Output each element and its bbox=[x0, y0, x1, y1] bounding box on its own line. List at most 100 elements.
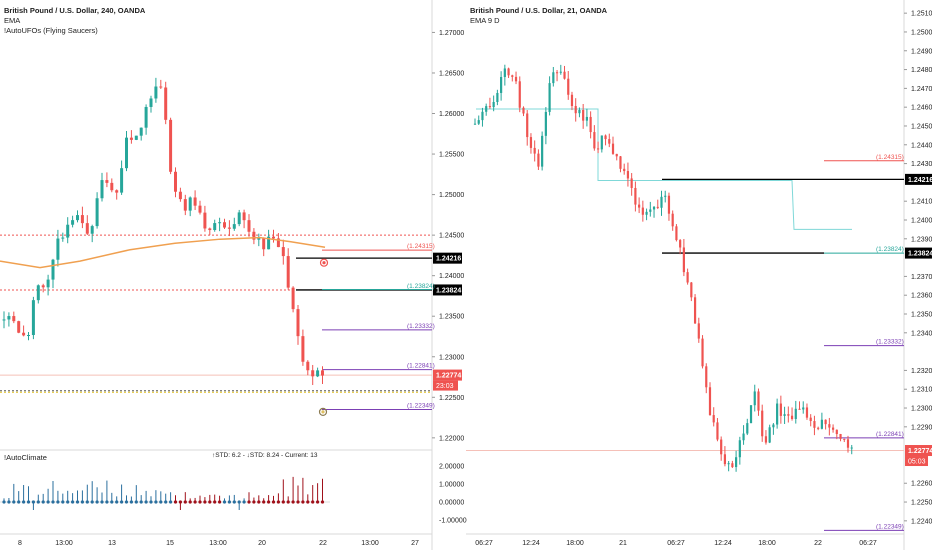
left-candle-body bbox=[12, 316, 16, 322]
climate-tick-label: 2.00000 bbox=[439, 464, 464, 471]
climate-dot bbox=[271, 500, 276, 504]
left-candle-body bbox=[193, 197, 197, 206]
climate-dot bbox=[291, 500, 295, 504]
left-candle-body bbox=[252, 231, 256, 240]
right-candle-body bbox=[798, 408, 801, 410]
right-candle-body bbox=[619, 156, 622, 169]
price-tick-label: 1.24000 bbox=[439, 273, 464, 280]
right-candle-body bbox=[485, 106, 488, 112]
climate-histogram bbox=[0, 476, 330, 510]
right-candle-body bbox=[541, 135, 544, 167]
right-candle-body bbox=[660, 196, 663, 208]
right-candle-body bbox=[757, 391, 760, 411]
climate-dot bbox=[311, 500, 315, 504]
right-candle-body bbox=[630, 178, 633, 188]
level-label: (1.23332) bbox=[876, 339, 904, 346]
climate-dot bbox=[286, 500, 290, 504]
left-chart-panel[interactable]: 1.27000 1.26500 1.26000 1.25500 1.25000 1.245… bbox=[0, 0, 467, 550]
level-label: (1.23824) bbox=[876, 246, 904, 253]
right-candle-body bbox=[559, 71, 562, 73]
climate-dot bbox=[115, 500, 119, 504]
right-candle-body bbox=[690, 282, 693, 298]
left-candle-body bbox=[242, 212, 246, 221]
right-candle-body bbox=[507, 68, 510, 76]
time-tick-label: 18:00 bbox=[566, 540, 584, 547]
left-candle-body bbox=[164, 87, 168, 120]
left-candle-body bbox=[2, 319, 6, 321]
left-candle-body bbox=[178, 191, 182, 200]
right-candle-body bbox=[488, 106, 492, 108]
right-candle-body bbox=[723, 454, 727, 465]
price-badge-label: 1.22774 bbox=[908, 448, 932, 455]
climate-dot bbox=[56, 500, 60, 504]
climate-dot bbox=[144, 500, 148, 504]
climate-dot bbox=[193, 500, 197, 504]
left-candle-body bbox=[134, 135, 138, 140]
climate-dot bbox=[203, 500, 207, 504]
time-tick-label: 13:00 bbox=[361, 540, 379, 547]
climate-dot bbox=[22, 500, 26, 504]
price-badge bbox=[433, 369, 462, 381]
time-tick-label: 06:27 bbox=[475, 540, 493, 547]
left-candle-body bbox=[276, 238, 280, 248]
climate-dot bbox=[2, 500, 6, 504]
climate-dot bbox=[124, 500, 129, 504]
left-candle-body bbox=[262, 237, 266, 250]
price-tick-label: 1.24000 bbox=[911, 217, 932, 224]
right-candle-body bbox=[626, 171, 630, 179]
climate-dot bbox=[232, 500, 236, 504]
left-candle-body bbox=[223, 222, 226, 228]
price-tick-label: 1.24400 bbox=[911, 142, 932, 149]
left-ema-line bbox=[0, 236, 326, 269]
right-candle-body bbox=[839, 434, 842, 439]
right-candle-body bbox=[477, 120, 480, 124]
left-candle-body bbox=[174, 171, 177, 192]
price-badge-label: 1.24216 bbox=[908, 177, 932, 184]
right-candle-body bbox=[563, 71, 566, 79]
right-price-axis[interactable]: 1.25100 1.25000 1.24900 1.24800 1.24700 1.246… bbox=[904, 11, 932, 526]
right-level-lines bbox=[466, 160, 904, 531]
climate-axis: 2.00000 1.00000 0.00000 -1.00000 bbox=[439, 464, 467, 525]
left-candle-body bbox=[311, 370, 315, 377]
right-time-axis[interactable]: 06:27 12:24 18:00 21 06:27 12:24 18:00 22 06:27 bbox=[475, 540, 877, 547]
right-candle-body bbox=[537, 153, 540, 167]
right-candle-body bbox=[570, 94, 574, 107]
climate-panel-title[interactable]: !AutoClimate bbox=[4, 453, 47, 462]
right-candle-body bbox=[555, 72, 559, 74]
right-candle-body bbox=[582, 110, 585, 121]
countdown-label: 05:03 bbox=[908, 459, 926, 466]
left-indicator-ufos[interactable]: !AutoUFOs (Flying Saucers) bbox=[4, 26, 98, 35]
right-candle-body bbox=[846, 439, 850, 448]
climate-dot bbox=[71, 500, 75, 504]
left-candle-body bbox=[267, 236, 271, 250]
right-indicator-ema9d[interactable]: EMA 9 D bbox=[470, 16, 500, 25]
ufo-sell-marker bbox=[319, 258, 329, 267]
left-candle-body bbox=[301, 336, 305, 362]
climate-dot bbox=[100, 500, 104, 504]
right-candle-body bbox=[667, 195, 671, 214]
price-tick-label: 1.25500 bbox=[439, 152, 464, 159]
left-indicator-ema[interactable]: EMA bbox=[4, 16, 20, 25]
price-tick-label: 1.27000 bbox=[439, 30, 464, 37]
left-candle-body bbox=[27, 335, 30, 337]
climate-dot bbox=[301, 500, 305, 504]
right-candle-body bbox=[824, 419, 827, 425]
right-candle-body bbox=[779, 403, 782, 416]
right-candle-body bbox=[768, 427, 771, 443]
climate-dot bbox=[120, 500, 124, 504]
time-tick-label: 13:00 bbox=[55, 540, 73, 547]
left-time-axis[interactable]: 8 13:00 13 15 13:00 20 22 13:00 27 bbox=[18, 540, 419, 547]
right-candle-body bbox=[813, 421, 816, 428]
climate-dot bbox=[75, 500, 80, 504]
price-tick-label: 1.23200 bbox=[911, 368, 932, 375]
price-tick-label: 1.24300 bbox=[911, 161, 932, 168]
left-candle-body bbox=[198, 205, 202, 213]
time-tick-label: 13:00 bbox=[209, 540, 227, 547]
left-price-axis[interactable]: 1.27000 1.26500 1.26000 1.25500 1.25000 1.245… bbox=[432, 30, 464, 442]
right-candle-body bbox=[544, 111, 547, 136]
right-chart-panel[interactable]: 1.25100 1.25000 1.24900 1.24800 1.24700 1.246… bbox=[466, 0, 932, 550]
climate-dot bbox=[208, 500, 212, 504]
climate-dot bbox=[213, 500, 217, 504]
right-candle-body bbox=[738, 440, 741, 458]
